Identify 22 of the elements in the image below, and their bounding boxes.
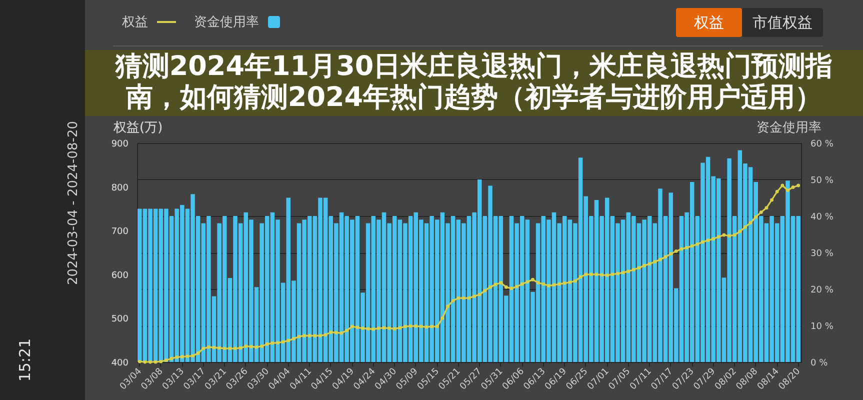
y2-tick-label: 0 % xyxy=(810,358,828,368)
y-axis-title: 权益(万) xyxy=(112,120,163,136)
legend-label: 权益 xyxy=(121,15,148,30)
y2-tick-label: 50 % xyxy=(810,176,834,186)
y2-tick-label: 10 % xyxy=(810,322,834,332)
y2-axis-title: 资金使用率 xyxy=(756,120,822,136)
legend-label: 资金使用率 xyxy=(194,14,259,30)
y-tick-label: 800 xyxy=(111,183,129,194)
text: 权益 xyxy=(693,14,724,32)
y2-tick-label: 40 % xyxy=(810,212,834,222)
y-tick-label: 700 xyxy=(111,227,129,238)
text: 2024-03-04 - 2024-08-20 xyxy=(66,120,81,286)
y-tick-label: 400 xyxy=(111,358,129,368)
y-tick-label: 500 xyxy=(111,314,129,325)
y-tick-label: 900 xyxy=(111,140,129,150)
y-tick-label: 600 xyxy=(111,270,129,281)
y2-tick-label: 60 % xyxy=(810,140,834,150)
chart-title: 猜测2024年11月30日米庄良退热门，米庄良退热门预测指南，如何猜测2024年热门趋势（初学者与进阶用户适用） xyxy=(114,51,833,113)
text: 市值权益 xyxy=(752,14,812,32)
y2-tick-label: 20 % xyxy=(810,286,834,296)
text: 15:21 xyxy=(16,338,34,382)
y2-tick-label: 30 % xyxy=(810,249,834,259)
